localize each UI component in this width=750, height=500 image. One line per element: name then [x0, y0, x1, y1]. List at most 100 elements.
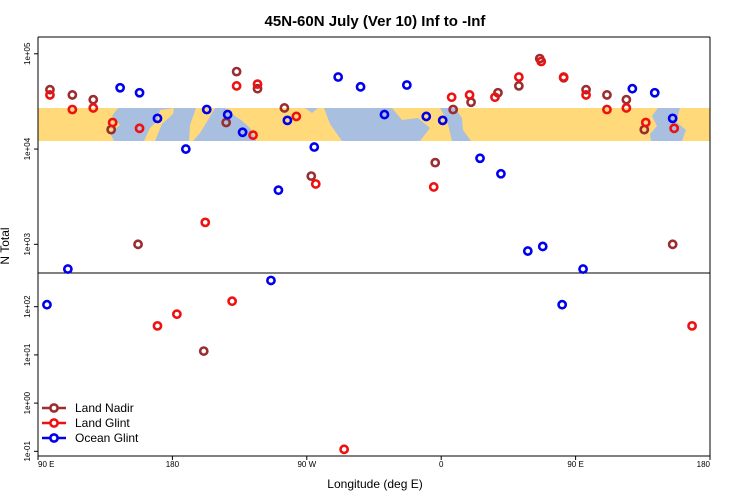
land-glint-point: [107, 117, 118, 128]
land-nadir-point: [667, 239, 678, 250]
ocean-glint-point: [222, 109, 233, 120]
land-glint-point: [248, 130, 258, 141]
y-tick-label: 1e-01: [23, 441, 32, 462]
land-glint-point: [490, 92, 500, 103]
land-nadir-point: [133, 239, 143, 250]
ocean-glint-point: [355, 81, 366, 92]
land-glint-point: [687, 320, 697, 331]
legend-marker-land-nadir: [49, 403, 59, 413]
land-glint-point: [446, 92, 457, 103]
x-tick-label: 90 W: [297, 460, 316, 469]
y-tick-label: 1e+05: [23, 42, 32, 65]
ocean-glint-point: [62, 264, 73, 274]
ocean-glint-point: [42, 299, 52, 310]
land-nadir-point: [67, 90, 78, 100]
land-mass: [144, 108, 174, 141]
land-nadir-point: [45, 84, 55, 95]
land-glint-point: [231, 81, 242, 91]
ocean-glint-point: [475, 153, 485, 164]
y-tick-label: 1e+00: [23, 391, 32, 414]
land-glint-point: [200, 217, 211, 228]
x-axis: 90 E 180 90 W 0 90 E 180: [37, 456, 711, 469]
ocean-glint-point: [667, 113, 678, 124]
chart-title: 45N-60N July (Ver 10) Inf to -Inf: [265, 13, 487, 30]
land-nadir-point: [306, 171, 317, 182]
land-nadir-point: [513, 81, 524, 91]
x-tick-label: 180: [697, 460, 711, 469]
land-glint-point: [621, 103, 632, 113]
land-glint-point: [536, 56, 547, 67]
y-tick-label: 1e+01: [23, 343, 32, 366]
land-glint-point: [45, 90, 55, 100]
land-mass: [455, 108, 658, 141]
ocean-glint-point: [437, 115, 448, 126]
land-mass: [676, 108, 710, 141]
ocean-glint-point: [115, 82, 126, 93]
land-glint-point: [227, 296, 238, 307]
ocean-glint-point: [152, 113, 163, 124]
land-glint-point: [152, 320, 163, 331]
ocean-glint-point: [237, 127, 248, 138]
land-glint-point: [669, 123, 680, 134]
land-mass: [38, 108, 120, 141]
ocean-glint-point: [266, 275, 276, 286]
ocean-glint-point: [273, 185, 284, 196]
x-tick-label: 180: [166, 460, 180, 469]
land-nadir-point: [252, 83, 263, 94]
ocean-glint-point: [537, 241, 548, 252]
x-tick-label: 0: [439, 460, 444, 469]
x-tick-label: 90 E: [38, 460, 54, 469]
ocean-glint-point: [649, 87, 660, 98]
legend-label-land-nadir: Land Nadir: [75, 401, 134, 415]
ocean-glint-point: [282, 115, 293, 126]
ocean-glint-point: [180, 144, 191, 154]
ocean-glint-point: [578, 264, 588, 274]
land-glint-point: [252, 79, 263, 90]
land-nadir-point: [231, 66, 242, 77]
ocean-glint-point: [421, 111, 432, 122]
land-glint-point: [464, 90, 475, 100]
ocean-glint-point: [134, 87, 145, 98]
land-glint-point: [339, 444, 350, 455]
x-tick-label: 90 E: [567, 460, 583, 469]
land-glint-point: [640, 117, 651, 128]
ocean-glint-point: [401, 80, 412, 90]
ocean-glint-point: [627, 83, 638, 94]
land-glint-point: [67, 104, 78, 115]
land-nadir-point: [279, 103, 290, 113]
land-glint-point: [134, 123, 145, 134]
land-nadir-point: [602, 90, 612, 100]
y-tick-label: 1e+04: [23, 137, 32, 160]
land-glint-point: [558, 72, 569, 82]
land-glint-point: [291, 111, 302, 122]
y-axis-label: N Total: [0, 227, 12, 264]
land-mass: [392, 108, 452, 141]
land-glint-point: [602, 104, 612, 115]
legend-label-ocean-glint: Ocean Glint: [75, 431, 139, 445]
ocean-glint-point: [522, 246, 533, 256]
land-nadir-point: [198, 346, 209, 356]
y-tick-label: 1e+03: [23, 233, 32, 256]
x-axis-label: Longitude (deg E): [327, 477, 422, 491]
upper-y-axis: 1e+03 1e+04 1e+05: [23, 42, 38, 256]
plot-frame: [37, 36, 711, 457]
y-tick-label: 1e+02: [23, 295, 32, 318]
land-nadir-point: [430, 157, 441, 168]
ocean-glint-point: [557, 299, 568, 310]
legend-marker-land-glint: [49, 418, 59, 428]
land-nadir-point: [448, 104, 459, 115]
ocean-glint-point: [496, 168, 506, 179]
lower-y-axis: 1e-01 1e+00 1e+01 1e+02: [23, 295, 38, 462]
land-glint-point: [310, 179, 321, 189]
land-glint-point: [513, 72, 524, 82]
ocean-glint-point: [309, 142, 320, 152]
land-glint-point: [171, 309, 182, 320]
ocean-glint-point: [333, 72, 344, 82]
land-nadir-point: [581, 84, 591, 95]
land-mass: [189, 108, 215, 141]
legend-marker-ocean-glint: [49, 433, 59, 443]
legend-label-land-glint: Land Glint: [75, 416, 130, 430]
